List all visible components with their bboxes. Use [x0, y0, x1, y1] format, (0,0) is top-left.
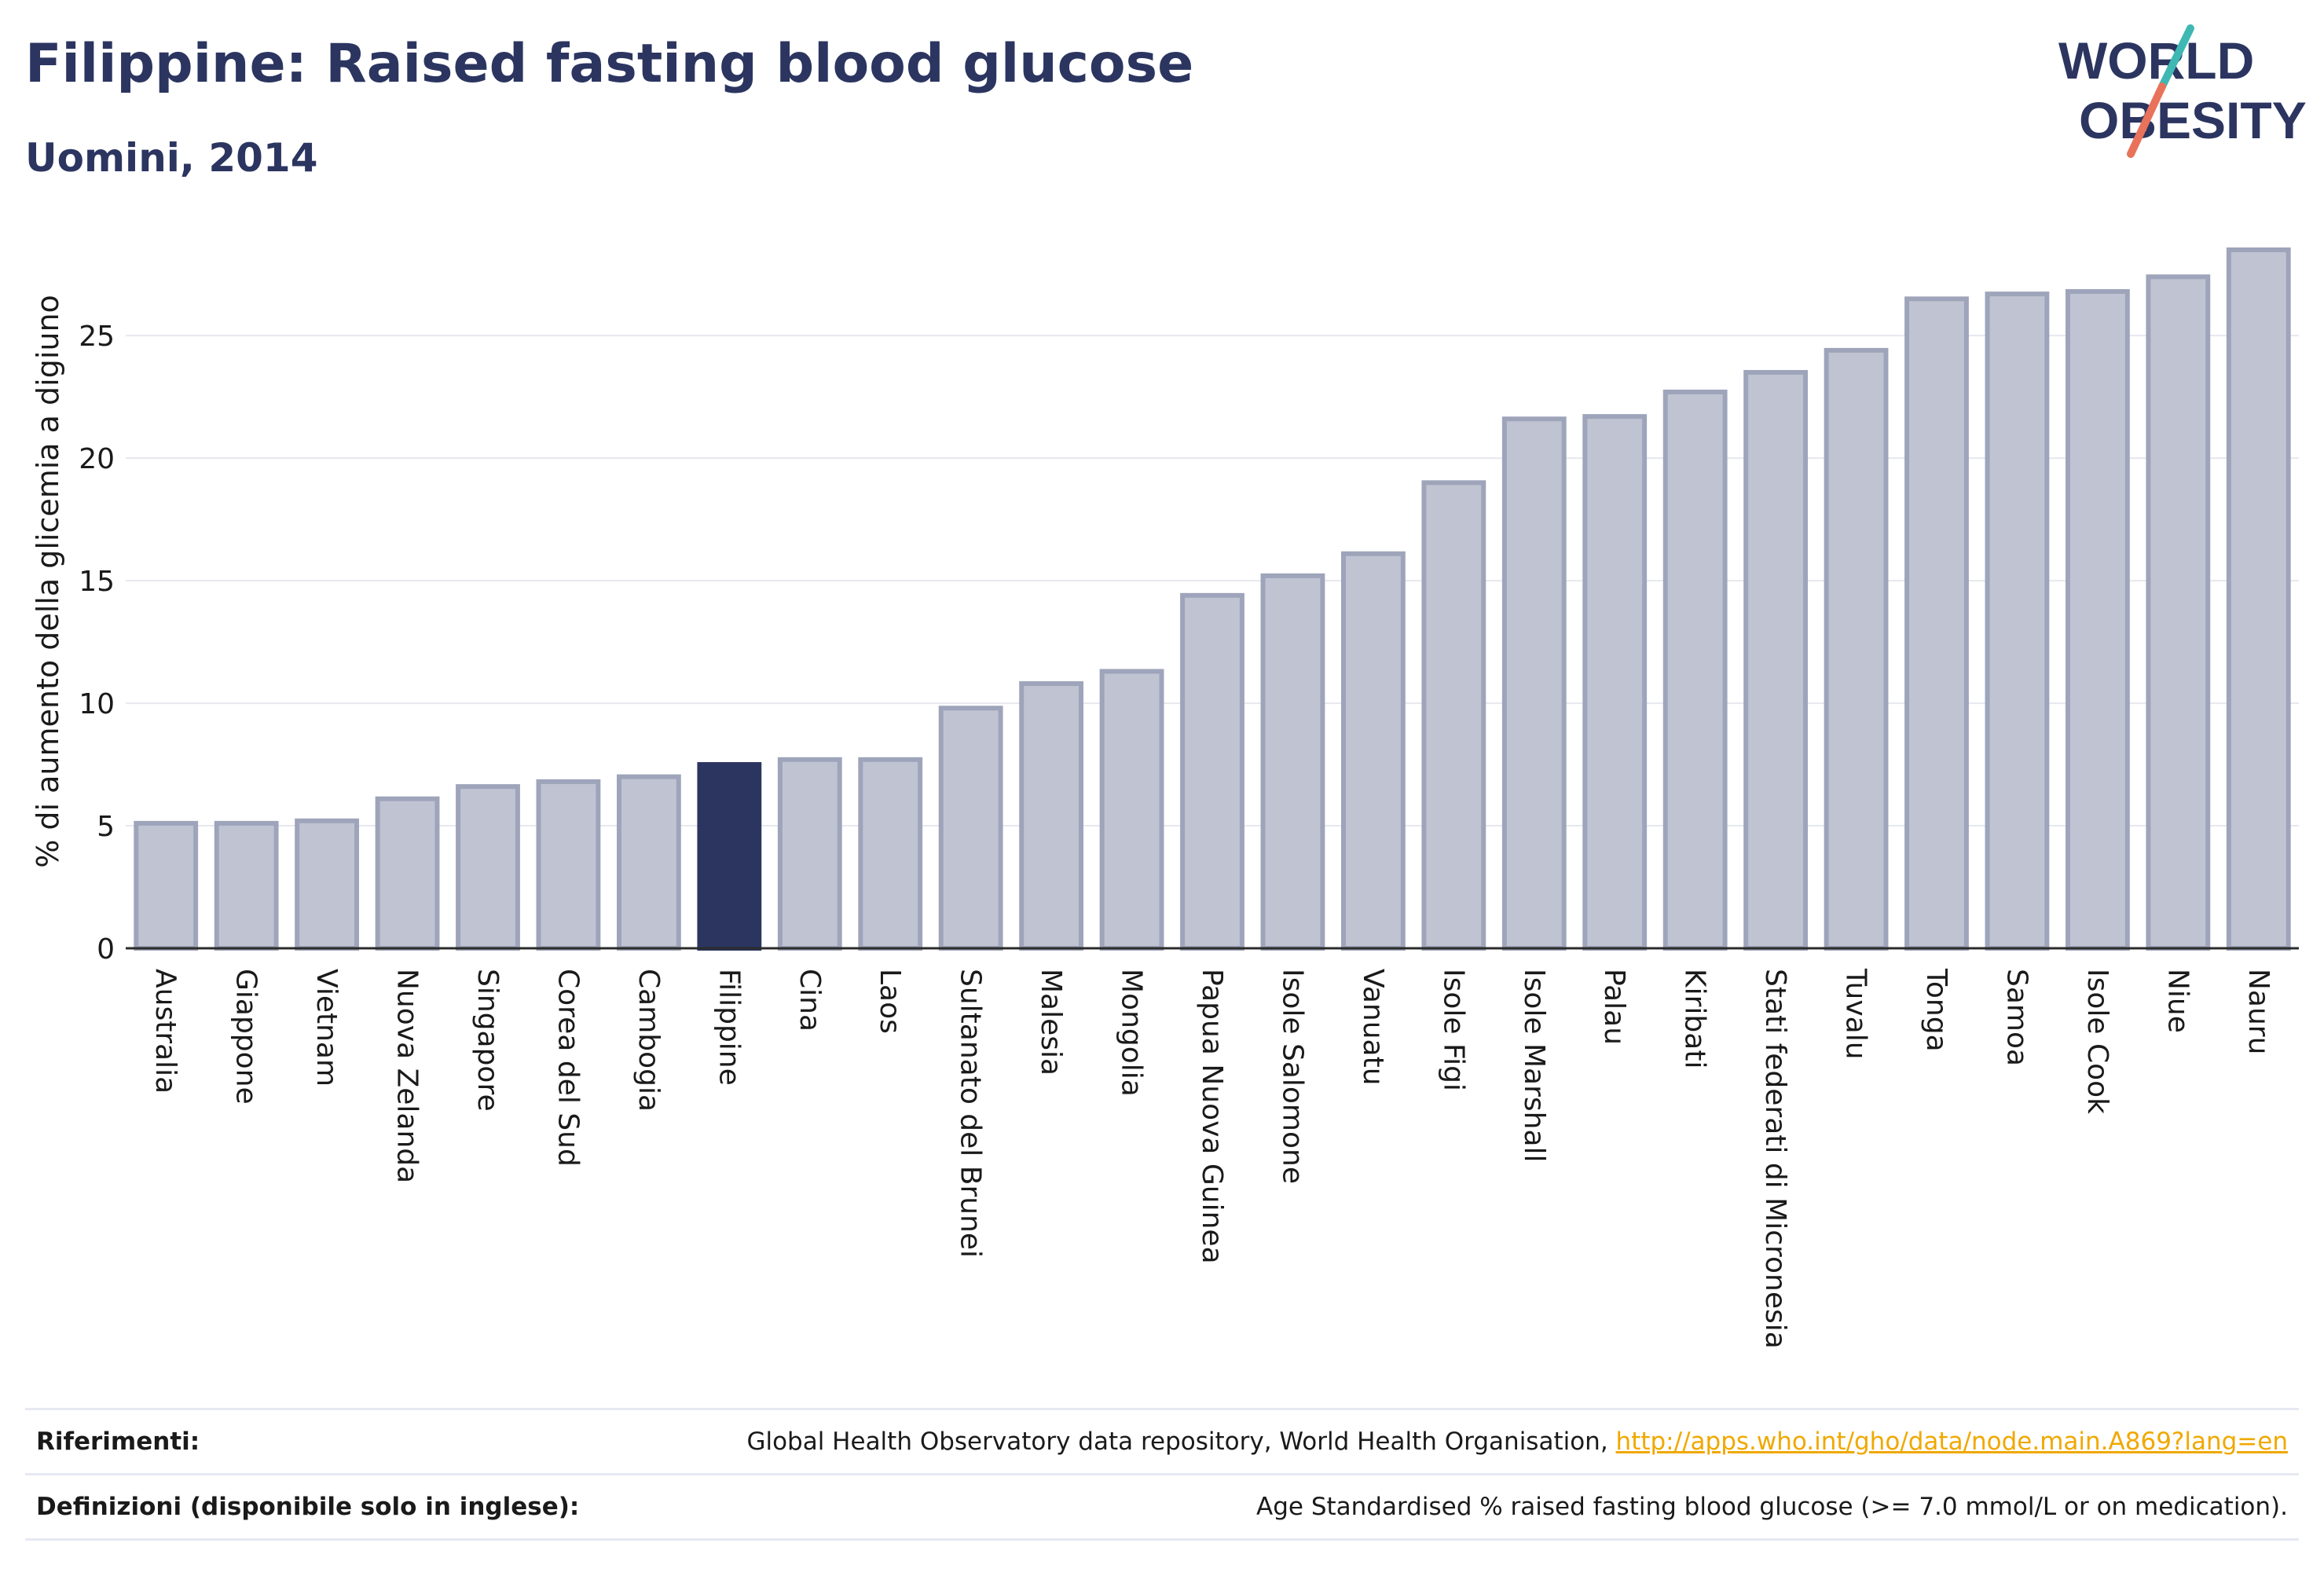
x-tick-label: Isole Figi: [1437, 969, 1469, 1091]
definitions-row: Definizioni (disponibile solo in inglese…: [25, 1473, 2299, 1541]
bar-niue[interactable]: [2146, 274, 2211, 951]
bar-samoa[interactable]: [1985, 291, 2050, 951]
bar-singapore[interactable]: [456, 784, 520, 951]
x-tick-label: Laos: [874, 969, 906, 1034]
x-tick-label: Tuvalu: [1840, 968, 1872, 1060]
x-tick-label: Palau: [1598, 969, 1630, 1045]
bar-palau[interactable]: [1582, 414, 1648, 951]
references-label: Riferimenti:: [36, 1428, 200, 1456]
references-link[interactable]: http://apps.who.int/gho/data/node.main.A…: [1615, 1428, 2288, 1456]
bars: [134, 247, 2291, 951]
bar-filippine[interactable]: [697, 762, 762, 951]
x-tick-label: Isole Marshall: [1518, 969, 1550, 1163]
bar-chart: 0 5 10 15 20 25 Australia Giappone Vietnam Nuova…: [31, 247, 2299, 1349]
logo-line2: OBESITY: [2079, 91, 2307, 149]
bar-isole-cook[interactable]: [2065, 289, 2130, 951]
bar-sultanato-del-brunei[interactable]: [938, 706, 1003, 951]
y-tick-label: 0: [97, 933, 115, 966]
x-tick-label: Samoa: [2000, 969, 2033, 1066]
x-tick-label: Mongolia: [1116, 969, 1148, 1097]
x-tick-label: Corea del Sud: [552, 969, 584, 1167]
x-tick-label: Kiribati: [1679, 969, 1711, 1068]
bar-isole-salomone[interactable]: [1260, 573, 1325, 951]
bar-tuvalu[interactable]: [1824, 347, 1889, 951]
y-axis-label: % di aumento della glicemia a digiuno: [31, 295, 65, 868]
references-text: Global Health Observatory data repositor…: [746, 1428, 1616, 1456]
x-tick-label: Cina: [794, 969, 826, 1032]
x-tick-label: Isole Salomone: [1276, 969, 1308, 1184]
bar-papua-nuova-guinea[interactable]: [1180, 592, 1244, 951]
x-tick-label: Sultanato del Brunei: [955, 969, 987, 1258]
bar-corea-del-sud[interactable]: [536, 779, 601, 951]
definitions-text: Age Standardised % raised fasting blood …: [1256, 1493, 2288, 1521]
x-tick-label: Isole Cook: [2081, 969, 2113, 1114]
bar-isole-figi[interactable]: [1421, 480, 1486, 951]
bar-isole-marshall[interactable]: [1501, 416, 1567, 951]
y-tick-label: 15: [79, 566, 115, 598]
x-tick-label: Singapore: [471, 969, 504, 1112]
bar-malesia[interactable]: [1019, 681, 1084, 951]
x-tick-label: Vanuatu: [1357, 969, 1389, 1086]
chart-title: Filippine: Raised fasting blood glucose: [25, 33, 1194, 95]
x-tick-label: Tonga: [1920, 968, 1952, 1052]
bar-tonga[interactable]: [1904, 296, 1969, 951]
x-tick-label: Malesia: [1035, 969, 1067, 1076]
definitions-label: Definizioni (disponibile solo in inglese…: [36, 1493, 580, 1521]
bar-mongolia[interactable]: [1099, 669, 1164, 951]
bar-cina[interactable]: [777, 757, 842, 951]
y-tick-label: 25: [79, 321, 115, 353]
x-tick-labels: Australia Giappone Vietnam Nuova Zelanda Sin…: [149, 968, 2275, 1349]
bar-vietnam[interactable]: [295, 818, 360, 951]
x-tick-label: Niue: [2161, 969, 2194, 1033]
x-tick-label: Nauru: [2242, 969, 2275, 1054]
x-tick-label: Filippine: [713, 969, 745, 1086]
bar-kiribati[interactable]: [1662, 389, 1728, 951]
references-value: Global Health Observatory data repositor…: [746, 1428, 2299, 1456]
bar-cambogia[interactable]: [616, 774, 681, 951]
x-tick-label: Vietnam: [310, 969, 343, 1087]
bar-nuova-zelanda[interactable]: [375, 796, 440, 951]
bar-laos[interactable]: [858, 757, 923, 951]
y-tick-labels: 0 5 10 15 20 25: [79, 321, 115, 966]
x-tick-label: Australia: [149, 969, 181, 1094]
x-tick-label: Papua Nuova Guinea: [1196, 969, 1228, 1264]
bar-stati-federati-di-micronesia[interactable]: [1743, 369, 1809, 951]
references-row: Riferimenti: Global Health Observatory d…: [25, 1408, 2299, 1473]
bar-nauru[interactable]: [2226, 247, 2291, 951]
logo-slash-coral: [2127, 82, 2166, 158]
y-tick-label: 20: [79, 443, 115, 475]
logo-slash-teal: [2158, 24, 2194, 90]
world-obesity-logo: WORLD OBESITY: [2058, 24, 2307, 158]
x-tick-label: Cambogia: [632, 969, 665, 1112]
logo-line1: WORLD: [2058, 31, 2254, 90]
bar-giappone[interactable]: [214, 820, 279, 951]
x-tick-label: Nuova Zelanda: [391, 969, 423, 1183]
y-tick-label: 10: [79, 688, 115, 720]
bar-vanuatu[interactable]: [1340, 551, 1406, 951]
x-tick-label: Stati federati di Micronesia: [1759, 969, 1791, 1349]
y-tick-label: 5: [97, 811, 115, 843]
x-tick-label: Giappone: [230, 969, 262, 1105]
chart-subtitle: Uomini, 2014: [25, 135, 318, 181]
bar-australia[interactable]: [134, 820, 199, 951]
